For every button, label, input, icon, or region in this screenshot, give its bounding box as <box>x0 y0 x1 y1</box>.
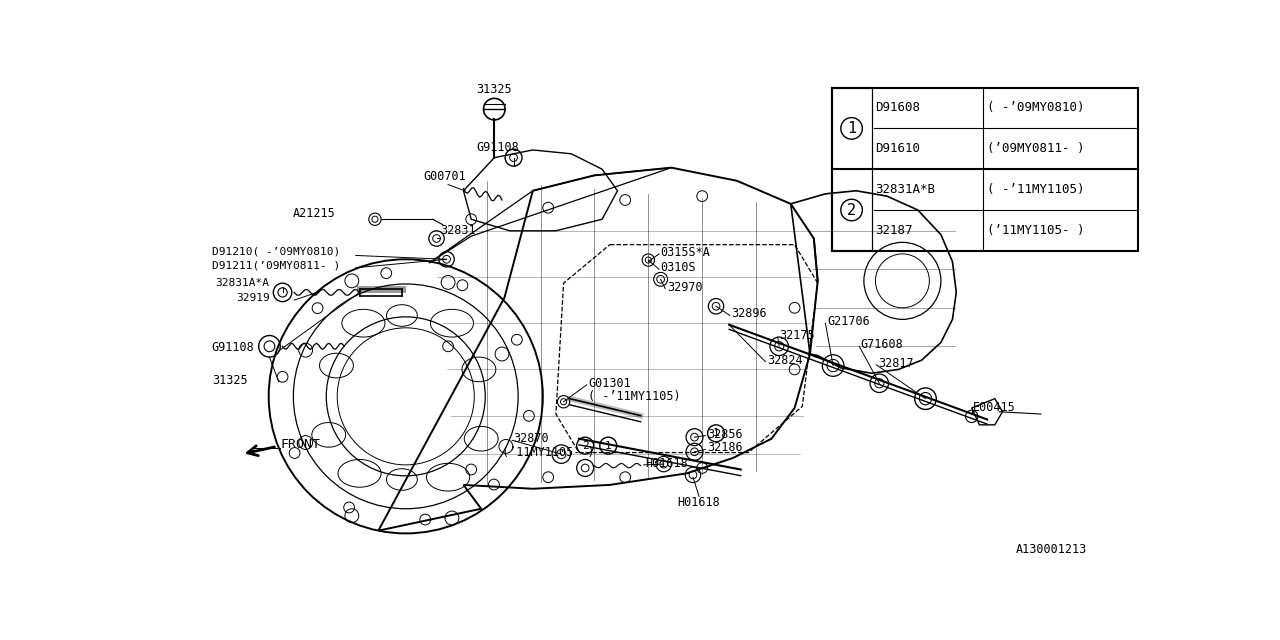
Text: 2: 2 <box>847 202 856 218</box>
Text: 32817: 32817 <box>878 356 914 370</box>
Text: 1: 1 <box>605 440 612 451</box>
Text: 32919: 32919 <box>237 292 270 303</box>
Text: H01618: H01618 <box>645 457 687 470</box>
Text: 32831A*A: 32831A*A <box>215 278 270 288</box>
Text: G21706: G21706 <box>827 315 869 328</box>
Text: 31325: 31325 <box>476 83 512 96</box>
Text: 32896: 32896 <box>731 307 767 321</box>
Text: 32970: 32970 <box>667 280 703 294</box>
Text: D91608: D91608 <box>876 102 920 115</box>
Bar <box>832 88 1138 251</box>
Text: G91108: G91108 <box>476 141 520 154</box>
Text: D91610: D91610 <box>876 142 920 156</box>
Text: H01618: H01618 <box>677 497 721 509</box>
Text: (’11MY1105- ): (’11MY1105- ) <box>987 224 1084 237</box>
Text: 32824: 32824 <box>767 354 803 367</box>
Text: G91108: G91108 <box>211 341 255 355</box>
Text: 1: 1 <box>713 428 719 438</box>
Text: D91210( -’09MY0810): D91210( -’09MY0810) <box>211 246 340 257</box>
Text: 32870: 32870 <box>513 432 549 445</box>
Text: G71608: G71608 <box>861 339 904 351</box>
Text: A130001213: A130001213 <box>1016 543 1087 556</box>
Text: ( -’11MY1105): ( -’11MY1105) <box>589 390 681 403</box>
Text: 32186: 32186 <box>707 442 742 454</box>
Text: 32175: 32175 <box>780 329 815 342</box>
Text: ( -’09MY0810): ( -’09MY0810) <box>987 102 1084 115</box>
Text: 0315S*A: 0315S*A <box>660 246 710 259</box>
Text: 32856: 32856 <box>707 428 742 440</box>
Text: ( -’11MY1105): ( -’11MY1105) <box>987 183 1084 196</box>
Text: 32831A*B: 32831A*B <box>876 183 936 196</box>
Text: 1: 1 <box>847 121 856 136</box>
Text: G01301: G01301 <box>589 377 631 390</box>
Text: E00415: E00415 <box>973 401 1016 415</box>
Text: A21215: A21215 <box>293 207 335 220</box>
Text: 31325: 31325 <box>211 374 247 387</box>
Text: 32831: 32831 <box>440 224 476 237</box>
Text: FRONT: FRONT <box>280 438 320 451</box>
Text: D91211(’09MY0811- ): D91211(’09MY0811- ) <box>211 260 340 271</box>
Text: 2: 2 <box>582 440 589 451</box>
Text: 32187: 32187 <box>876 224 913 237</box>
Text: 0310S: 0310S <box>660 261 696 275</box>
Text: (’11MY1105- ): (’11MY1105- ) <box>502 446 595 459</box>
Text: (’09MY0811- ): (’09MY0811- ) <box>987 142 1084 156</box>
Text: G00701: G00701 <box>424 170 466 183</box>
